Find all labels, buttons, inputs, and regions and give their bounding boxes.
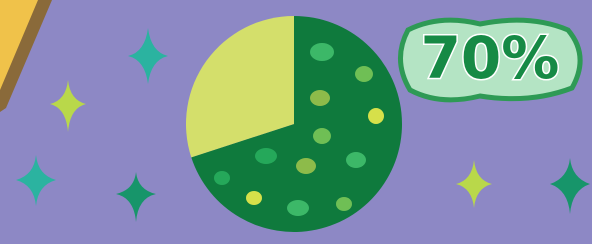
bush bbox=[355, 66, 373, 82]
bush bbox=[214, 171, 230, 185]
bush bbox=[336, 197, 352, 211]
bush bbox=[287, 200, 309, 216]
pie bbox=[186, 16, 402, 232]
bush bbox=[346, 152, 366, 168]
bush bbox=[313, 128, 331, 144]
bush bbox=[310, 90, 330, 106]
bush bbox=[255, 148, 277, 164]
scene: 70% bbox=[0, 0, 592, 244]
bush bbox=[246, 191, 262, 205]
bush bbox=[296, 158, 316, 174]
bush bbox=[310, 43, 334, 61]
bush bbox=[368, 108, 384, 124]
percent-label: 70% bbox=[421, 24, 560, 92]
